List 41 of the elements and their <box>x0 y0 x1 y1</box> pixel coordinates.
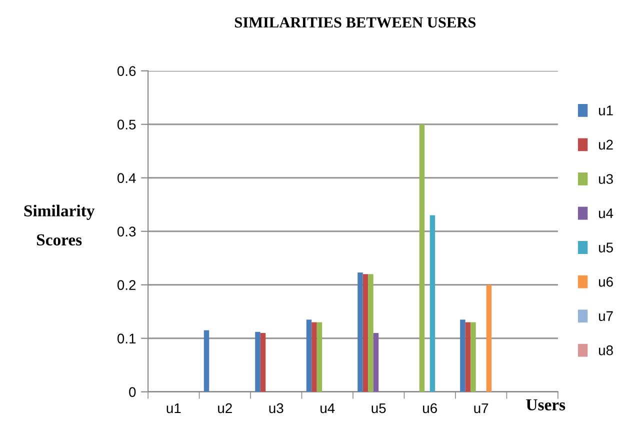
y-tick-label: 0.5 <box>117 120 136 130</box>
bar <box>368 274 374 392</box>
x-tick-label: u5 <box>372 403 386 414</box>
y-tick-label: 0.6 <box>117 66 136 76</box>
bar <box>373 332 379 392</box>
x-tick-label: u1 <box>166 403 181 414</box>
legend-label: u4 <box>598 208 614 218</box>
bar <box>204 330 210 392</box>
y-tick-label: 0.2 <box>117 280 136 290</box>
x-tick-label: u7 <box>474 403 488 414</box>
y-axis-title: Similarity Scores <box>24 204 95 246</box>
x-tick-label: u6 <box>423 403 437 414</box>
y-tick-label: 0.3 <box>117 226 136 237</box>
legend-label: u5 <box>598 242 613 252</box>
bar <box>316 322 322 392</box>
bar <box>358 272 363 392</box>
bar <box>260 332 266 392</box>
y-tick-label: 0.1 <box>117 334 136 344</box>
bar <box>362 274 368 392</box>
legend-label: u1 <box>598 106 613 116</box>
y-tick-label: 0.4 <box>117 173 136 184</box>
bar <box>306 320 312 392</box>
x-tick-label: u4 <box>320 403 335 414</box>
x-axis-title: Users <box>526 399 566 410</box>
bar <box>419 124 425 392</box>
y-tick-label: 0 <box>129 387 136 397</box>
bar <box>460 320 466 392</box>
legend-label: u8 <box>598 345 613 356</box>
bar <box>255 332 260 392</box>
legend-label: u6 <box>598 276 613 287</box>
bar <box>312 322 317 392</box>
bar <box>465 322 471 392</box>
bar <box>470 322 476 392</box>
bar <box>430 215 436 392</box>
x-tick-label: u2 <box>218 403 232 414</box>
legend-label: u2 <box>598 140 613 150</box>
legend-label: u7 <box>598 311 613 321</box>
bar <box>486 284 492 392</box>
legend-label: u3 <box>598 174 613 184</box>
chart-title: SIMILARITIES BETWEEN USERS <box>234 17 476 28</box>
x-tick-label: u3 <box>269 403 284 414</box>
